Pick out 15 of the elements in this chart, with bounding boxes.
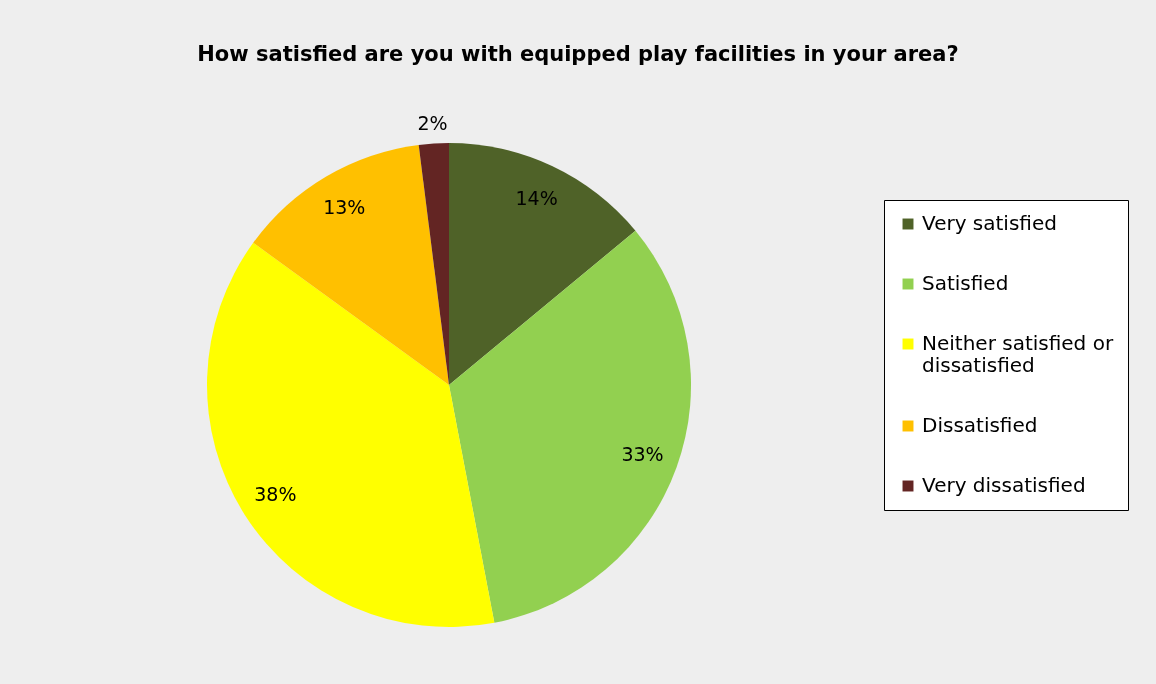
data-label: 13% [323,195,366,218]
legend-label: Very dissatisfied [922,473,1086,497]
data-label: 38% [254,483,297,506]
data-label: 33% [621,442,664,465]
data-label: 2% [417,111,448,134]
chart-title: How satisfied are you with equipped play facilities in your area? [197,42,959,66]
pie-slice [449,143,636,385]
pie-slice [253,144,449,385]
pie-slice [207,242,495,627]
pie-slice [449,230,691,623]
legend-label: Satisfied [922,271,1009,295]
legend-label: Very satisfied [922,211,1057,235]
data-label: 14% [515,186,558,209]
legend-label: Dissatisfied [922,413,1038,437]
legend-label: Neither satisfied or dissatisfied [922,331,1114,377]
